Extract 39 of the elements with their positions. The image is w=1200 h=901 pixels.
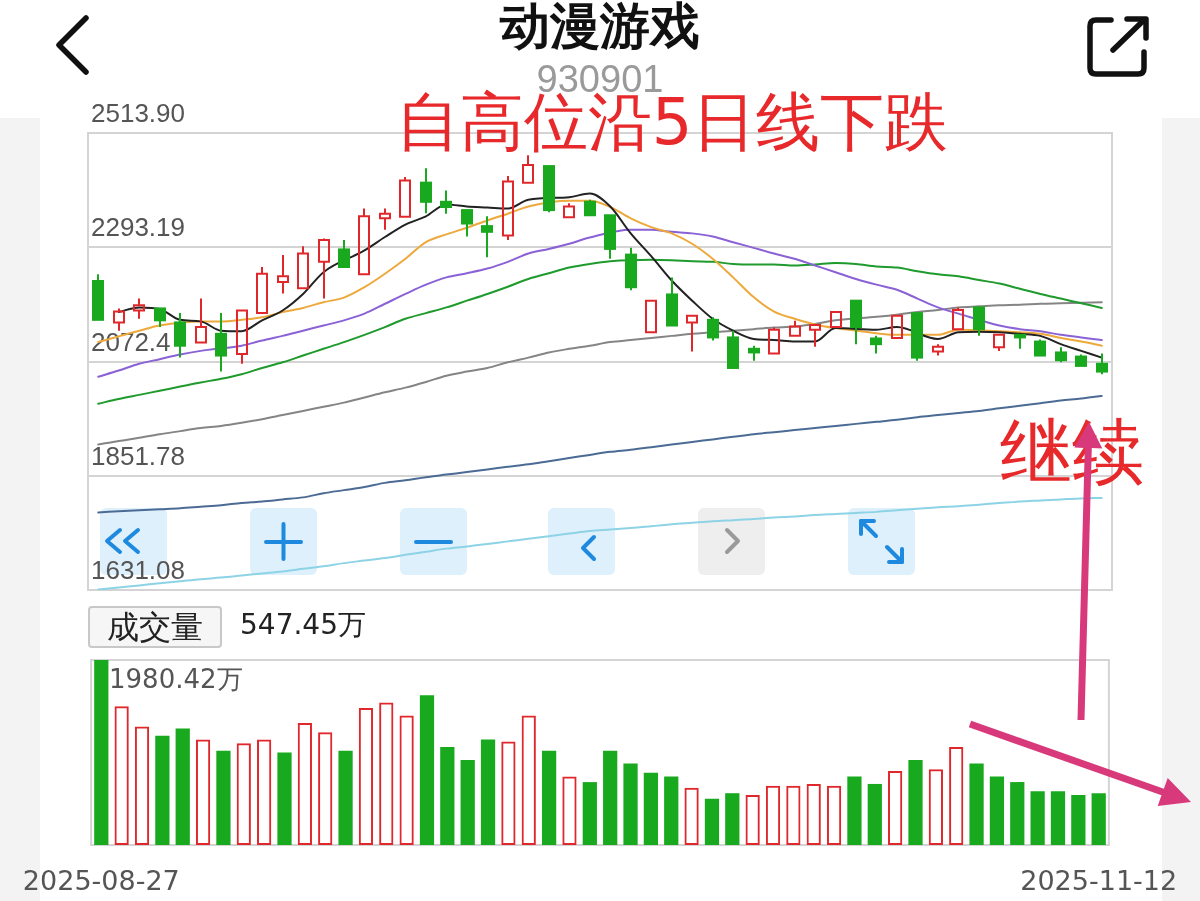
bar [704, 798, 720, 845]
bar [419, 695, 435, 845]
bar [989, 776, 1005, 845]
bar [582, 782, 597, 845]
bar [277, 752, 292, 845]
bar [94, 660, 109, 845]
y-tick-label: 1851.78 [91, 440, 185, 471]
bar [155, 735, 170, 845]
bar [623, 763, 638, 845]
bar [460, 759, 475, 845]
text: 547.45万 [240, 608, 366, 641]
bar [969, 763, 984, 845]
bar [1010, 782, 1025, 845]
chart-title: 成交量 [88, 606, 222, 648]
x-tick-label: 2025-11-12 [1020, 865, 1178, 897]
bar [1071, 795, 1086, 845]
bar [1030, 791, 1045, 845]
bar [480, 739, 496, 845]
x-tick-label: 2025-08-27 [22, 865, 180, 897]
bar [603, 750, 618, 845]
bar [725, 793, 740, 845]
y-tick-label: 2513.90 [91, 98, 185, 129]
bar [867, 783, 882, 845]
bar [664, 776, 679, 845]
bar [1050, 791, 1066, 845]
bar [847, 776, 862, 845]
bar [216, 750, 231, 845]
bar [440, 746, 455, 845]
y-tick-label: 2072.4 [91, 326, 171, 357]
y-tick-label: 2293.19 [91, 212, 185, 243]
bar [175, 728, 190, 845]
annotation: 1980.42万 [109, 664, 243, 694]
bar [643, 772, 659, 845]
y-tick-label: 1631.08 [91, 555, 185, 586]
bar [338, 750, 353, 845]
chart-title: 动漫游戏 [500, 0, 700, 55]
bar [541, 750, 557, 845]
bar [908, 759, 923, 845]
bar [1091, 793, 1106, 845]
